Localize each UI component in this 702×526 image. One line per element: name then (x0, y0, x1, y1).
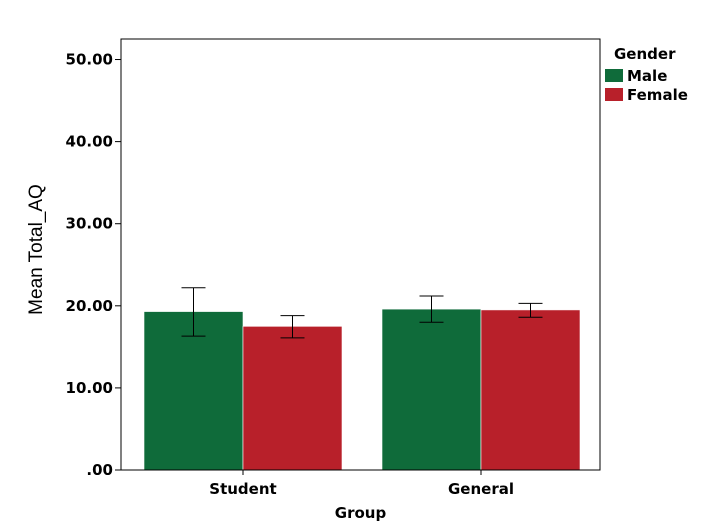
plot-frame (120, 38, 601, 471)
y-tick-label: 20.00 (66, 297, 113, 315)
bars-group (143, 308, 581, 471)
legend-swatch-female (605, 88, 623, 101)
legend-label-male: Male (627, 67, 667, 85)
bar-female-general (480, 309, 581, 471)
y-tick-label: 10.00 (66, 379, 113, 397)
bar-male-student (143, 311, 244, 471)
x-axis-label: Group (335, 504, 387, 522)
legend-swatch-male (605, 69, 623, 82)
y-tick-label: .00 (86, 461, 113, 479)
y-axis-label: Mean Total_AQ (26, 184, 47, 315)
x-tick-label: General (448, 480, 514, 498)
legend-title: Gender (614, 45, 676, 63)
y-ticks-group: .00 10.00 20.00 30.00 40.00 50.00 (66, 51, 121, 479)
y-tick-label: 40.00 (66, 133, 113, 151)
bar-female-student (242, 326, 343, 471)
y-tick-label: 30.00 (66, 215, 113, 233)
y-tick-label: 50.00 (66, 51, 113, 69)
x-tick-label: Student (209, 480, 276, 498)
x-ticks-group: Student General (209, 470, 514, 498)
legend-label-female: Female (627, 86, 688, 104)
bar-male-general (381, 308, 482, 471)
error-bars-group (181, 287, 543, 339)
